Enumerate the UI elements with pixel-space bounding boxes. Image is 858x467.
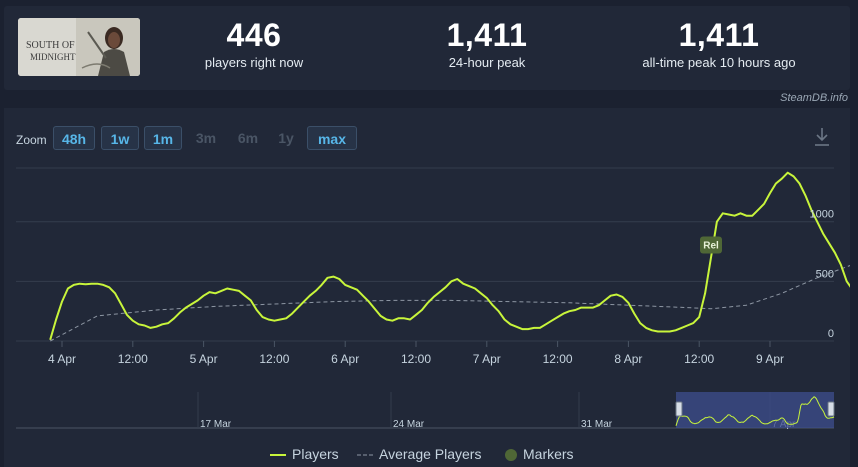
download-icon[interactable] (812, 126, 832, 148)
x-tick-label: 12:00 (118, 352, 148, 366)
stats-bar: SOUTH OF MIDNIGHT 446 players right now … (4, 6, 850, 90)
logo-line-2: MIDNIGHT (30, 52, 76, 62)
x-tick-label: 4 Apr (48, 352, 76, 366)
navigator-right-handle[interactable] (827, 401, 835, 417)
x-tick-label: 12:00 (684, 352, 714, 366)
zoom-48h-button[interactable]: 48h (53, 126, 95, 150)
release-marker[interactable]: Rel (700, 236, 722, 254)
players-line[interactable] (49, 171, 850, 341)
zoom-1y-button: 1y (278, 130, 294, 146)
dashed-line-swatch-icon (357, 454, 373, 456)
marker-label: Rel (703, 240, 719, 251)
stat-alltime-label: all-time peak 10 hours ago (642, 55, 796, 70)
legend-label-average: Average Players (379, 446, 482, 462)
grid-lines (16, 167, 834, 342)
stat-alltime-value: 1,411 (678, 17, 760, 53)
average-players-line (49, 265, 850, 342)
stat-current-label: players right now (204, 55, 304, 70)
x-axis: 4 Apr 12:00 5 Apr 12:00 6 Apr 12:00 7 Apr 12:00… (48, 341, 784, 366)
steamdb-credit[interactable]: SteamDB.info (780, 92, 848, 104)
stat-24h-label: 24-hour peak (448, 55, 526, 70)
x-tick-label: 5 Apr (190, 352, 218, 366)
stat-current-value: 446 (226, 17, 282, 53)
stat-24h-peak: 1,411 24-hour peak (427, 16, 547, 72)
y-axis: 0 500 1000 (810, 209, 834, 340)
chart-panel: Zoom 48h 1w 1m 3m 6m 1y max Rel 4 Apr 12:… (4, 108, 850, 467)
stat-alltime-peak: 1,411 all-time peak 10 hours ago (629, 16, 809, 72)
x-tick-label: 12:00 (543, 352, 573, 366)
stat-24h-value: 1,411 (446, 17, 528, 53)
x-tick-label: 12:00 (259, 352, 289, 366)
legend-item-markers[interactable]: Markers (504, 446, 574, 462)
x-tick-label: 9 Apr (756, 352, 784, 366)
legend-label-markers: Markers (523, 446, 574, 462)
x-tick-label: 12:00 (401, 352, 431, 366)
legend-item-players[interactable]: Players (270, 446, 339, 462)
navigator-tick-label: 24 Mar (393, 419, 425, 430)
zoom-label: Zoom (16, 133, 47, 147)
marker-badge (700, 236, 722, 254)
stat-current-players: 446 players right now (194, 16, 314, 72)
zoom-6m-button: 6m (237, 130, 259, 146)
x-tick-label: 7 Apr (473, 352, 501, 366)
legend-label-players: Players (292, 446, 339, 462)
x-tick-label: 6 Apr (331, 352, 359, 366)
players-series[interactable] (49, 171, 850, 341)
zoom-1w-button[interactable]: 1w (101, 126, 139, 150)
y-tick-label: 0 (828, 328, 834, 340)
x-tick-label: 8 Apr (614, 352, 642, 366)
game-thumbnail[interactable]: SOUTH OF MIDNIGHT (18, 18, 140, 76)
zoom-3m-button: 3m (195, 130, 217, 146)
navigator-left-handle[interactable] (675, 401, 683, 417)
players-chart[interactable]: Rel 4 Apr 12:00 5 Apr 12:00 6 Apr 12:00 7 Apr 1… (4, 108, 850, 467)
line-swatch-icon (270, 454, 286, 457)
zoom-1m-button[interactable]: 1m (144, 126, 182, 150)
navigator-tick-label: 31 Mar (581, 419, 613, 430)
circle-marker-icon (505, 449, 517, 462)
markers-layer[interactable]: Rel (700, 236, 722, 254)
y-tick-label: 1000 (810, 209, 834, 221)
logo-line-1: SOUTH OF (26, 40, 75, 51)
average-series (49, 265, 850, 342)
zoom-max-button[interactable]: max (307, 126, 357, 150)
legend-item-average[interactable]: Average Players (357, 446, 481, 462)
y-tick-label: 500 (816, 268, 834, 280)
navigator-selection[interactable] (676, 392, 834, 428)
navigator-tick-label: 17 Mar (200, 419, 232, 430)
navigator-players-line (675, 396, 835, 426)
game-art-icon: SOUTH OF MIDNIGHT (18, 18, 140, 76)
